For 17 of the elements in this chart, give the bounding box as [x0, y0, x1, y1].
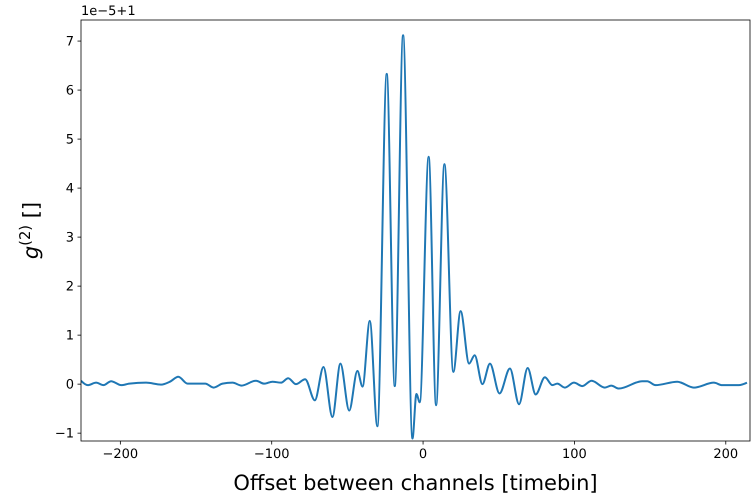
line-series — [81, 34, 748, 440]
x-tick-label: −100 — [254, 447, 290, 462]
y-tick-label: 5 — [66, 132, 74, 148]
y-tick-label: −1 — [54, 426, 74, 442]
x-tick-label: 0 — [418, 447, 428, 462]
text: 1e−5+1 — [81, 4, 136, 19]
y-tick-label: 7 — [66, 34, 74, 50]
y-tick-label: 6 — [66, 84, 74, 99]
x-axis-title: Offset between channels [timebin] — [233, 471, 598, 495]
x-tick-label: −200 — [102, 447, 138, 462]
y-tick-label: 3 — [66, 230, 74, 246]
y-tick-label: 1 — [66, 328, 74, 344]
y-tick-label: 0 — [66, 378, 74, 393]
x-tick-label: 200 — [713, 447, 738, 462]
y-tick-label: 4 — [66, 182, 74, 197]
x-tick-label: 100 — [562, 447, 587, 462]
y-tick-label: 2 — [66, 280, 74, 295]
